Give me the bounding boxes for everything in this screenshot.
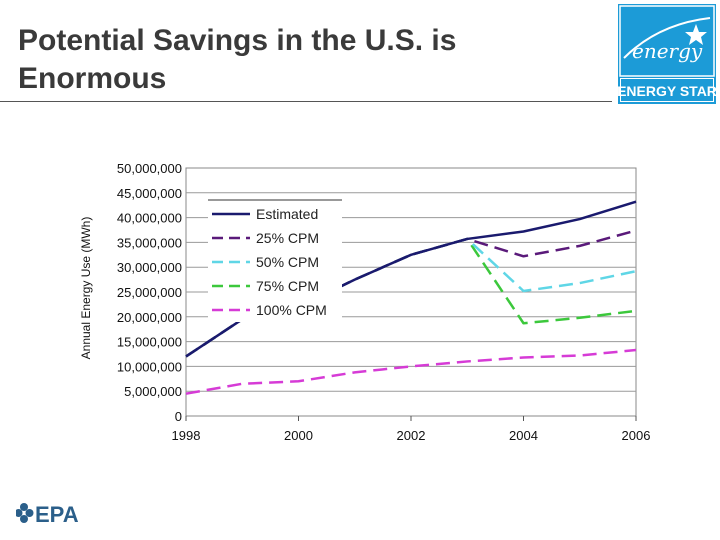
legend-label: 25% CPM (256, 230, 319, 246)
epa-label: EPA (35, 502, 79, 526)
y-tick-label: 30,000,000 (117, 260, 182, 275)
epa-flower-icon (16, 503, 34, 523)
x-tick-label: 2002 (397, 428, 426, 443)
legend-label: 50% CPM (256, 254, 319, 270)
energy-use-chart: 0 5,000,000 10,000,000 15,000,000 20,000,000… (79, 161, 651, 443)
y-tick-label: 45,000,000 (117, 186, 182, 201)
y-tick-label: 5,000,000 (124, 384, 182, 399)
legend-label: 75% CPM (256, 278, 319, 294)
y-tick-label: 35,000,000 (117, 235, 182, 250)
title-divider (0, 101, 612, 102)
x-tick-label: 2006 (622, 428, 651, 443)
y-tick-label: 25,000,000 (117, 285, 182, 300)
x-tick-label: 1998 (172, 428, 201, 443)
legend-label: 100% CPM (256, 302, 327, 318)
slide-title-line-2: Enormous (18, 62, 167, 95)
x-tick-label: 2004 (509, 428, 538, 443)
star-icon (685, 24, 707, 45)
y-tick-label: 50,000,000 (117, 161, 182, 176)
y-tick-label: 40,000,000 (117, 211, 182, 226)
energy-star-logo: energy ENERGY STAR (618, 4, 716, 104)
x-tick-label: 2000 (284, 428, 313, 443)
legend-box (208, 198, 342, 322)
series-line-100-cpm (185, 348, 637, 395)
energy-star-label: ENERGY STAR (618, 83, 716, 99)
y-tick-label: 10,000,000 (117, 359, 182, 374)
epa-logo: EPA (16, 502, 79, 526)
legend-label: Estimated (256, 206, 318, 222)
y-tick-label: 0 (175, 409, 182, 424)
slide-title-line-1: Potential Savings in the U.S. is (18, 24, 457, 57)
y-axis-title: Annual Energy Use (MWh) (79, 217, 93, 360)
slide-title: Potential Savings in the U.S. is Enormou… (18, 22, 598, 98)
y-tick-label: 15,000,000 (117, 335, 182, 350)
y-tick-label: 20,000,000 (117, 310, 182, 325)
